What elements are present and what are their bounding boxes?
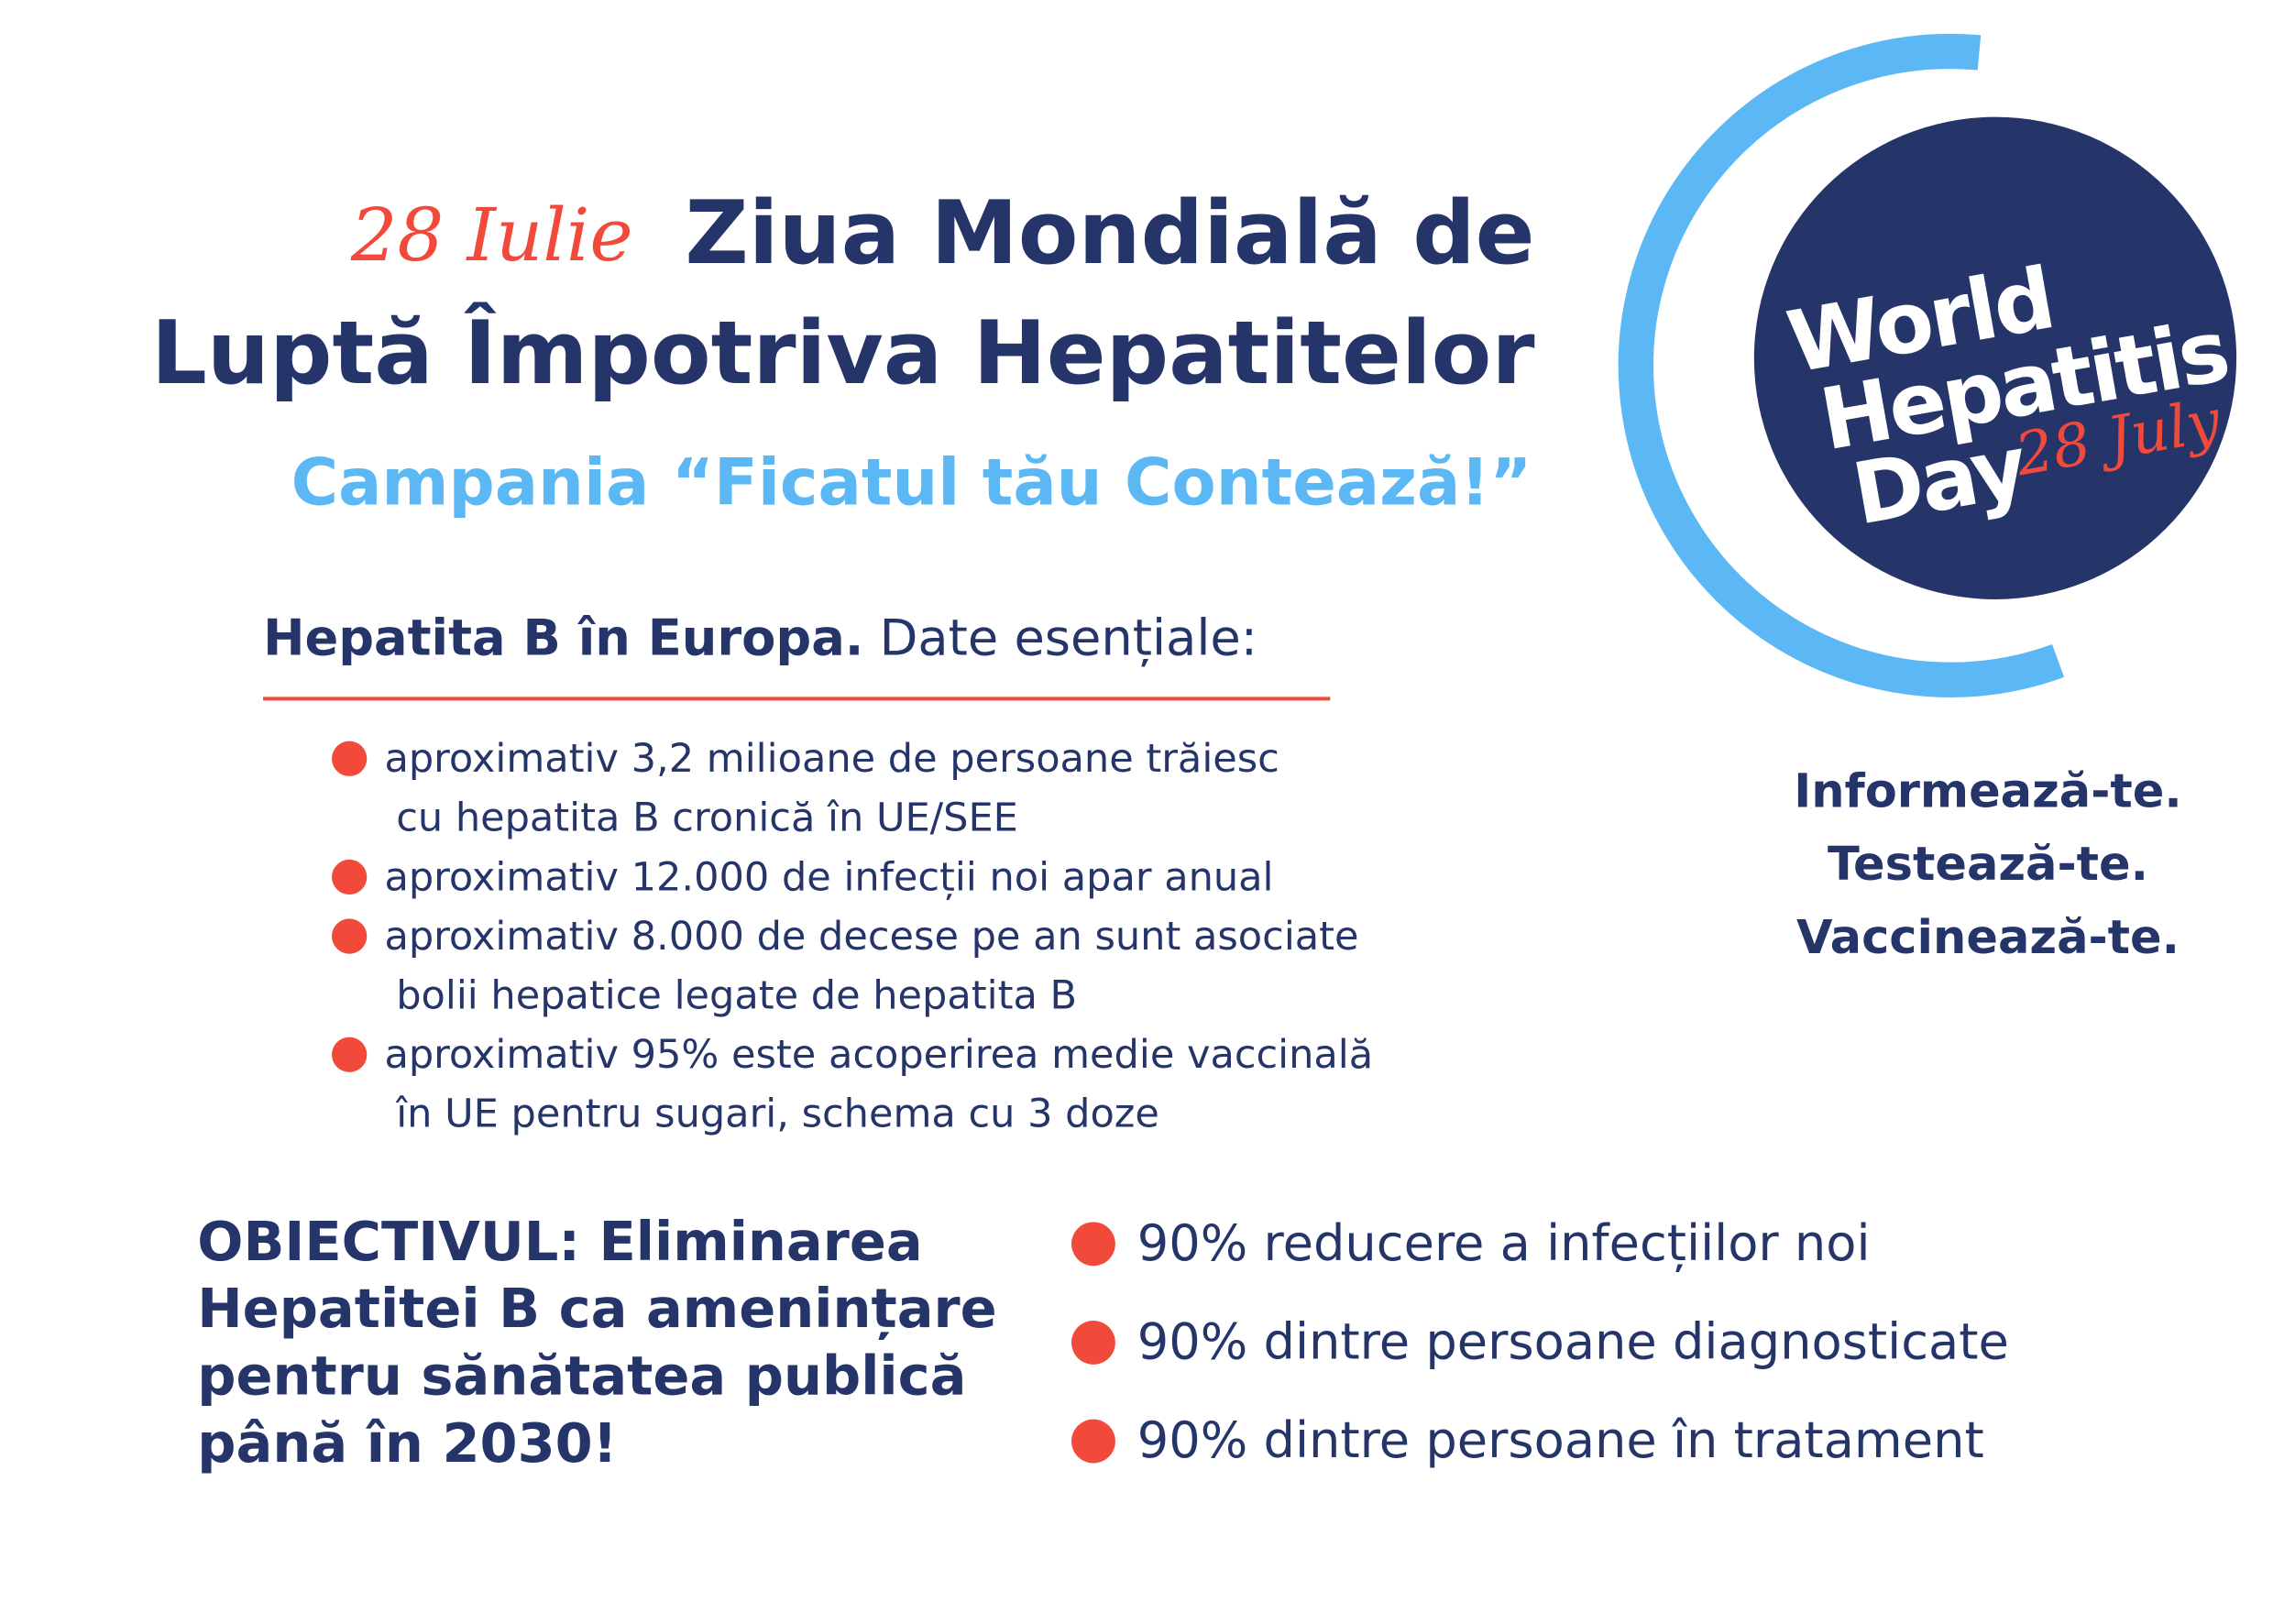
slogan: Testează-te. xyxy=(1828,838,2148,892)
objective-line: pentru sănătatea publică xyxy=(197,1344,966,1408)
fact-text: în UE pentru sugari, schema cu 3 doze xyxy=(395,1092,1159,1137)
slogan: Vaccinează-te. xyxy=(1796,911,2180,965)
objective-line: Hepatitei B ca amenințare xyxy=(197,1277,996,1340)
bullet xyxy=(332,918,368,954)
bullet xyxy=(1071,1321,1115,1365)
fact-text: aproximativ 12.000 de infecții noi apar … xyxy=(384,854,1273,900)
logo-circle xyxy=(1753,116,2237,599)
fact-text: aproximativ 3,2 milioane de persoane tră… xyxy=(384,736,1279,782)
bullet xyxy=(332,1037,368,1072)
fact-text: aproximativ 95% este acoperirea medie va… xyxy=(384,1032,1373,1078)
date: 28 Iulie xyxy=(350,192,633,278)
logo-arc xyxy=(1618,33,2065,697)
heading-bold: Hepatita B în Europa. xyxy=(263,609,863,667)
objective-line: OBIECTIVUL: Eliminarea xyxy=(197,1210,922,1273)
target-text: 90% reducere a infecțiilor noi xyxy=(1137,1214,1871,1272)
bullet xyxy=(332,859,368,895)
objective-line: până în 2030! xyxy=(197,1411,617,1475)
target-text: 90% dintre persoane în tratament xyxy=(1137,1411,1984,1469)
heading-rest: Date esențiale: xyxy=(880,609,1257,667)
targets: 90% reducere a infecțiilor noi 90% dintre… xyxy=(1071,1214,2009,1469)
fact-text: aproximativ 8.000 de decese pe an sunt a… xyxy=(384,914,1358,960)
title: Ziua Mondială de xyxy=(685,181,1534,284)
campaign: Campania “Ficatul tău Contează!” xyxy=(291,444,1532,520)
bullet xyxy=(1071,1419,1115,1464)
slogan: Informează-te. xyxy=(1794,764,2182,818)
facts-heading: Hepatita B în Europa. Date esențiale: xyxy=(263,609,1257,667)
fact-text: bolii hepatice legate de hepatita B xyxy=(396,973,1077,1019)
bullet xyxy=(332,741,368,776)
bullet xyxy=(1071,1222,1115,1267)
title: Luptă Împotriva Hepatitelor xyxy=(151,301,1535,404)
fact-text: cu hepatita B cronică în UE/SEE xyxy=(396,796,1018,841)
facts-list: aproximativ 3,2 milioane de persoane tră… xyxy=(332,736,1373,1137)
target-text: 90% dintre persoane diagnosticate xyxy=(1137,1312,2009,1370)
